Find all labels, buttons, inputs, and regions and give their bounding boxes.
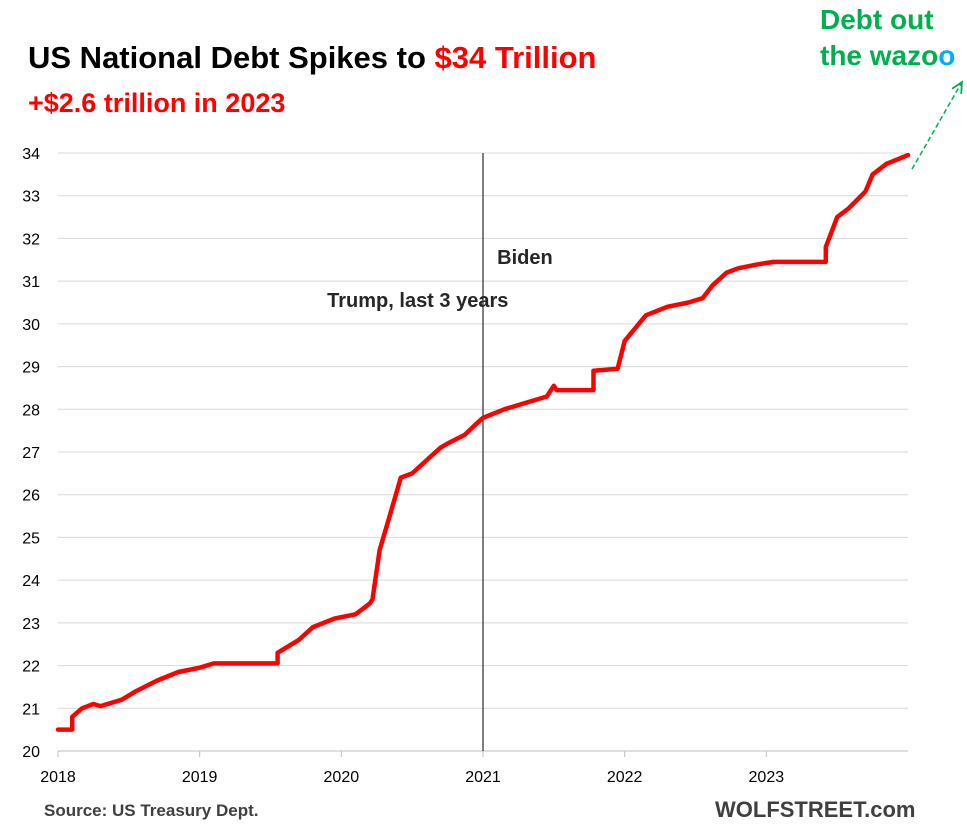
brand-logo-text: WOLFSTREET.com: [715, 797, 916, 822]
y-tick-label: 20: [22, 744, 40, 761]
x-tick-label: 2021: [465, 769, 501, 786]
callout-text: Debt out the wazoo: [820, 2, 955, 75]
chart-subtitle: +$2.6 trillion in 2023: [28, 88, 286, 118]
y-tick-label: 34: [22, 146, 40, 163]
source-note: Source: US Treasury Dept.: [44, 801, 259, 820]
x-tick-label: 2022: [607, 769, 643, 786]
x-tick-label: 2018: [40, 769, 76, 786]
callout-arrowhead: [951, 80, 964, 95]
y-tick-label: 27: [22, 445, 40, 462]
callout-accent-o: o: [938, 40, 956, 72]
y-tick-label: 28: [22, 402, 40, 419]
y-tick-label: 31: [22, 274, 40, 291]
callout-line-2: the wazoo: [820, 38, 955, 74]
y-tick-label: 30: [22, 317, 40, 334]
callout-arrow-line: [911, 81, 963, 170]
annotation-biden: Biden: [497, 247, 553, 269]
annotation-trump: Trump, last 3 years: [327, 290, 508, 312]
callout-line-1: Debt out: [820, 4, 934, 35]
y-tick-label: 24: [22, 573, 40, 590]
y-tick-label: 23: [22, 616, 40, 633]
x-tick-label: 2019: [182, 769, 218, 786]
x-tick-label: 2023: [749, 769, 785, 786]
y-tick-label: 22: [22, 659, 40, 676]
chart-title-prefix: US National Debt Spikes to: [28, 40, 435, 75]
y-tick-label: 32: [22, 231, 40, 248]
y-tick-label: 21: [22, 701, 40, 718]
callout-line-2-main: the wazo: [820, 40, 939, 72]
y-tick-label: 29: [22, 360, 40, 377]
chart-title: US National Debt Spikes to $34 Trillion: [28, 40, 596, 76]
x-tick-label: 2020: [324, 769, 360, 786]
chart-title-highlight: $34 Trillion: [434, 40, 597, 75]
y-tick-label: 25: [22, 530, 40, 547]
y-tick-label: 26: [22, 488, 40, 505]
y-tick-label: 33: [22, 189, 40, 206]
debt-series-line: [55, 152, 911, 732]
